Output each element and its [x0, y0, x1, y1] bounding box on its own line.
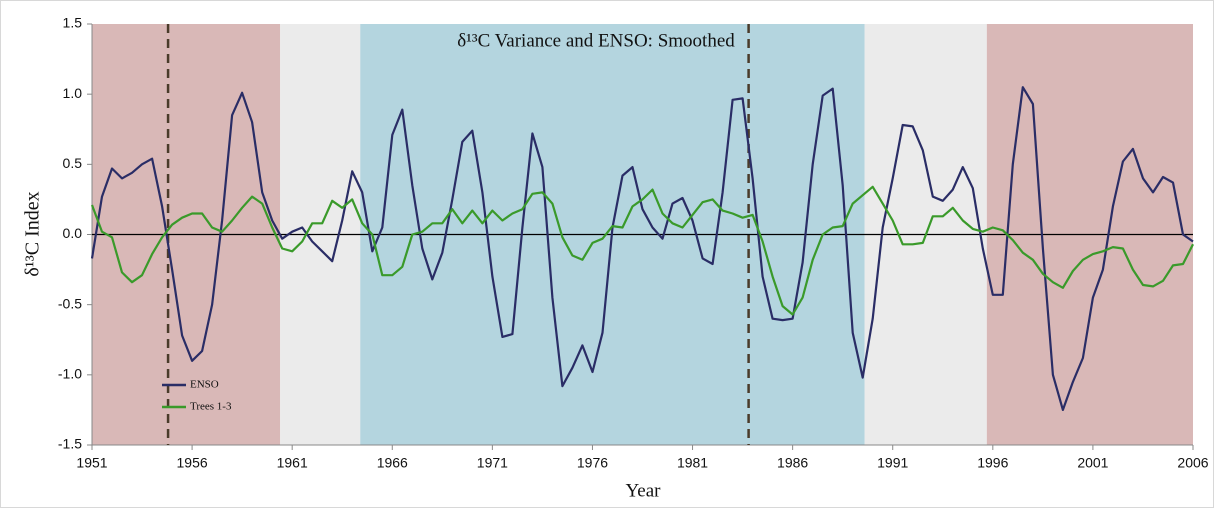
y-tick-label: -1.0	[58, 366, 82, 382]
x-tick-label: 1981	[677, 455, 708, 471]
y-tick-label: 0.0	[63, 225, 83, 241]
x-tick-label: 1966	[377, 455, 408, 471]
y-tick-label: 1.5	[63, 15, 83, 31]
plot-area: -1.5 -1.0 -0.5 0.0 0.5 1.0 1.5 1951 1956 1961 1966…	[58, 15, 1209, 471]
x-tick-label: 1971	[477, 455, 508, 471]
chart-title: δ¹³C Variance and ENSO: Smoothed	[457, 30, 735, 51]
x-tick-label: 1951	[76, 455, 107, 471]
legend-label: ENSO	[190, 379, 219, 391]
x-tick-label: 1986	[777, 455, 808, 471]
x-tick-label: 1996	[977, 455, 1008, 471]
series-line	[90, 185, 1194, 316]
x-tick-label: 1976	[577, 455, 608, 471]
series-line	[90, 86, 1194, 411]
x-tick-label: 1956	[177, 455, 208, 471]
x-tick-label: 1961	[277, 455, 308, 471]
y-tick-label: 1.0	[63, 85, 83, 101]
y-tick-label: -0.5	[58, 295, 82, 311]
x-axis-label: Year	[625, 480, 661, 501]
y-tick-label: 0.5	[63, 155, 83, 171]
legend-label: Trees 1-3	[190, 401, 232, 413]
x-tick-label: 2006	[1177, 455, 1208, 471]
x-tick-label: 2001	[1077, 455, 1108, 471]
y-axis-label: δ¹³C Index	[22, 191, 44, 276]
y-tick-label: -1.5	[58, 436, 82, 452]
x-tick-label: 1991	[877, 455, 908, 471]
